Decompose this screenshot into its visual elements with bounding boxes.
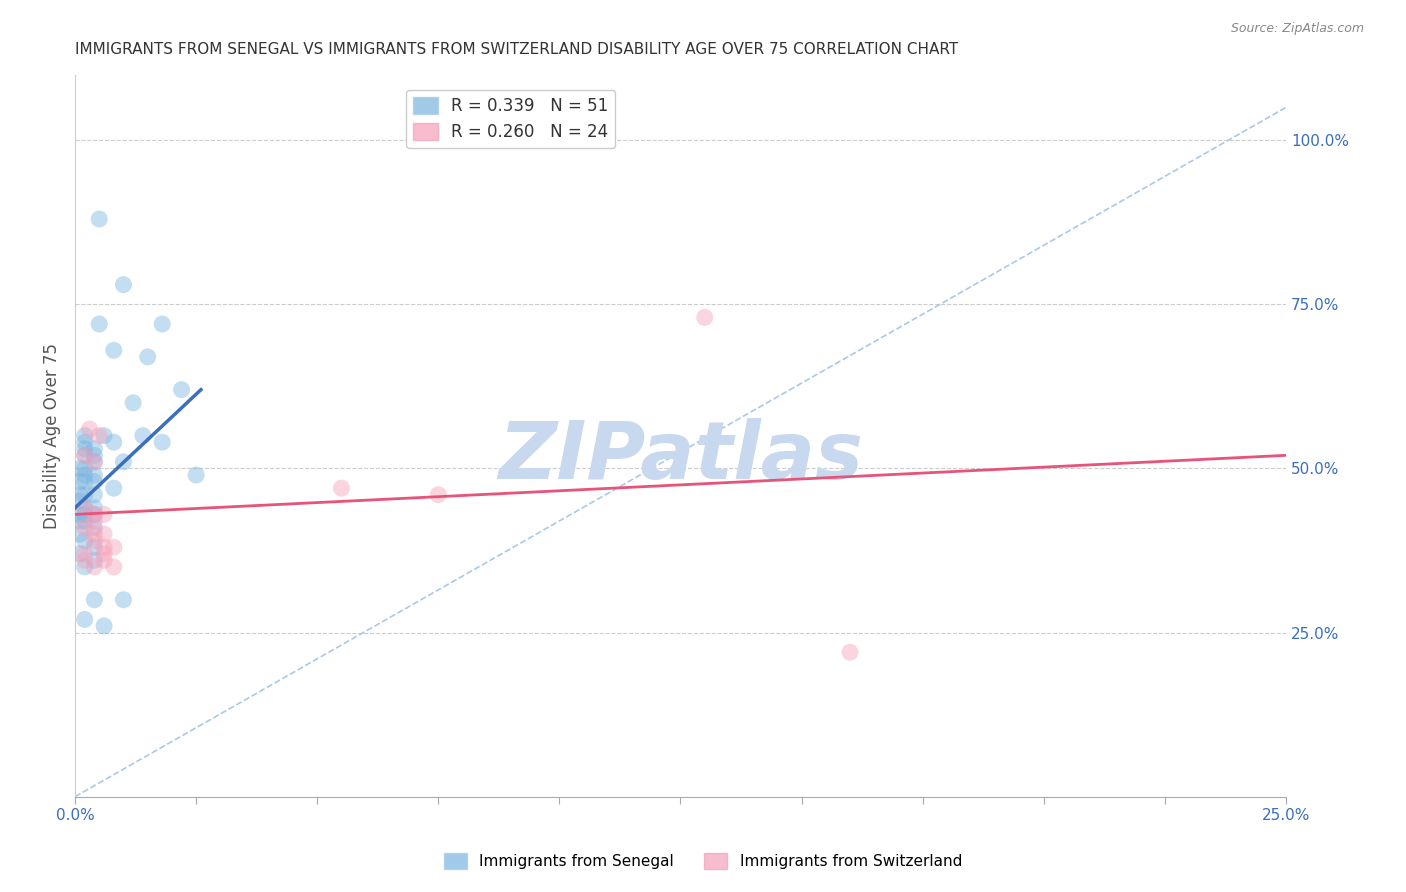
Point [112,277,135,292]
Point [83,520,105,534]
Point [136,350,159,364]
Point [93,619,115,633]
Point [93,553,115,567]
Legend: Immigrants from Senegal, Immigrants from Switzerland: Immigrants from Senegal, Immigrants from… [437,847,969,875]
Point [122,396,145,410]
Point [73,520,96,534]
Point [69,461,91,475]
Point [427,488,450,502]
Point [89,212,111,227]
Text: Source: ZipAtlas.com: Source: ZipAtlas.com [1230,22,1364,36]
Point [73,435,96,450]
Point [73,448,96,462]
Point [93,547,115,561]
Point [83,527,105,541]
Point [83,560,105,574]
Point [83,514,105,528]
Point [73,560,96,574]
Point [83,488,105,502]
Point [89,428,111,442]
Point [83,540,105,554]
Point [73,448,96,462]
Point [83,508,105,522]
Point [73,553,96,567]
Point [93,508,115,522]
Point [83,468,105,483]
Point [73,612,96,626]
Point [73,500,96,515]
Point [73,533,96,548]
Point [103,560,125,574]
Point [69,494,91,508]
Point [69,527,91,541]
Point [73,428,96,442]
Point [83,500,105,515]
Y-axis label: Disability Age Over 75: Disability Age Over 75 [44,343,60,529]
Point [69,475,91,489]
Point [79,422,101,436]
Point [69,508,91,522]
Point [83,475,105,489]
Text: ZIPatlas: ZIPatlas [498,418,863,496]
Point [103,435,125,450]
Point [83,455,105,469]
Point [330,481,353,495]
Point [69,514,91,528]
Point [73,514,96,528]
Legend: R = 0.339   N = 51, R = 0.260   N = 24: R = 0.339 N = 51, R = 0.260 N = 24 [406,90,616,148]
Point [73,488,96,502]
Point [83,448,105,462]
Point [184,468,207,483]
Point [89,317,111,331]
Point [73,508,96,522]
Point [83,442,105,456]
Point [83,553,105,567]
Point [83,455,105,469]
Point [83,592,105,607]
Point [83,508,105,522]
Text: IMMIGRANTS FROM SENEGAL VS IMMIGRANTS FROM SWITZERLAND DISABILITY AGE OVER 75 CO: IMMIGRANTS FROM SENEGAL VS IMMIGRANTS FR… [75,42,959,57]
Point [73,468,96,483]
Point [73,547,96,561]
Point [73,475,96,489]
Point [93,527,115,541]
Point [103,481,125,495]
Point [73,500,96,515]
Point [69,488,91,502]
Point [112,455,135,469]
Point [73,461,96,475]
Point [112,592,135,607]
Point [170,383,193,397]
Point [73,442,96,456]
Point [839,645,862,659]
Point [93,428,115,442]
Point [69,547,91,561]
Point [150,435,173,450]
Point [103,540,125,554]
Point [693,310,716,325]
Point [83,533,105,548]
Point [93,540,115,554]
Point [132,428,155,442]
Point [103,343,125,358]
Point [150,317,173,331]
